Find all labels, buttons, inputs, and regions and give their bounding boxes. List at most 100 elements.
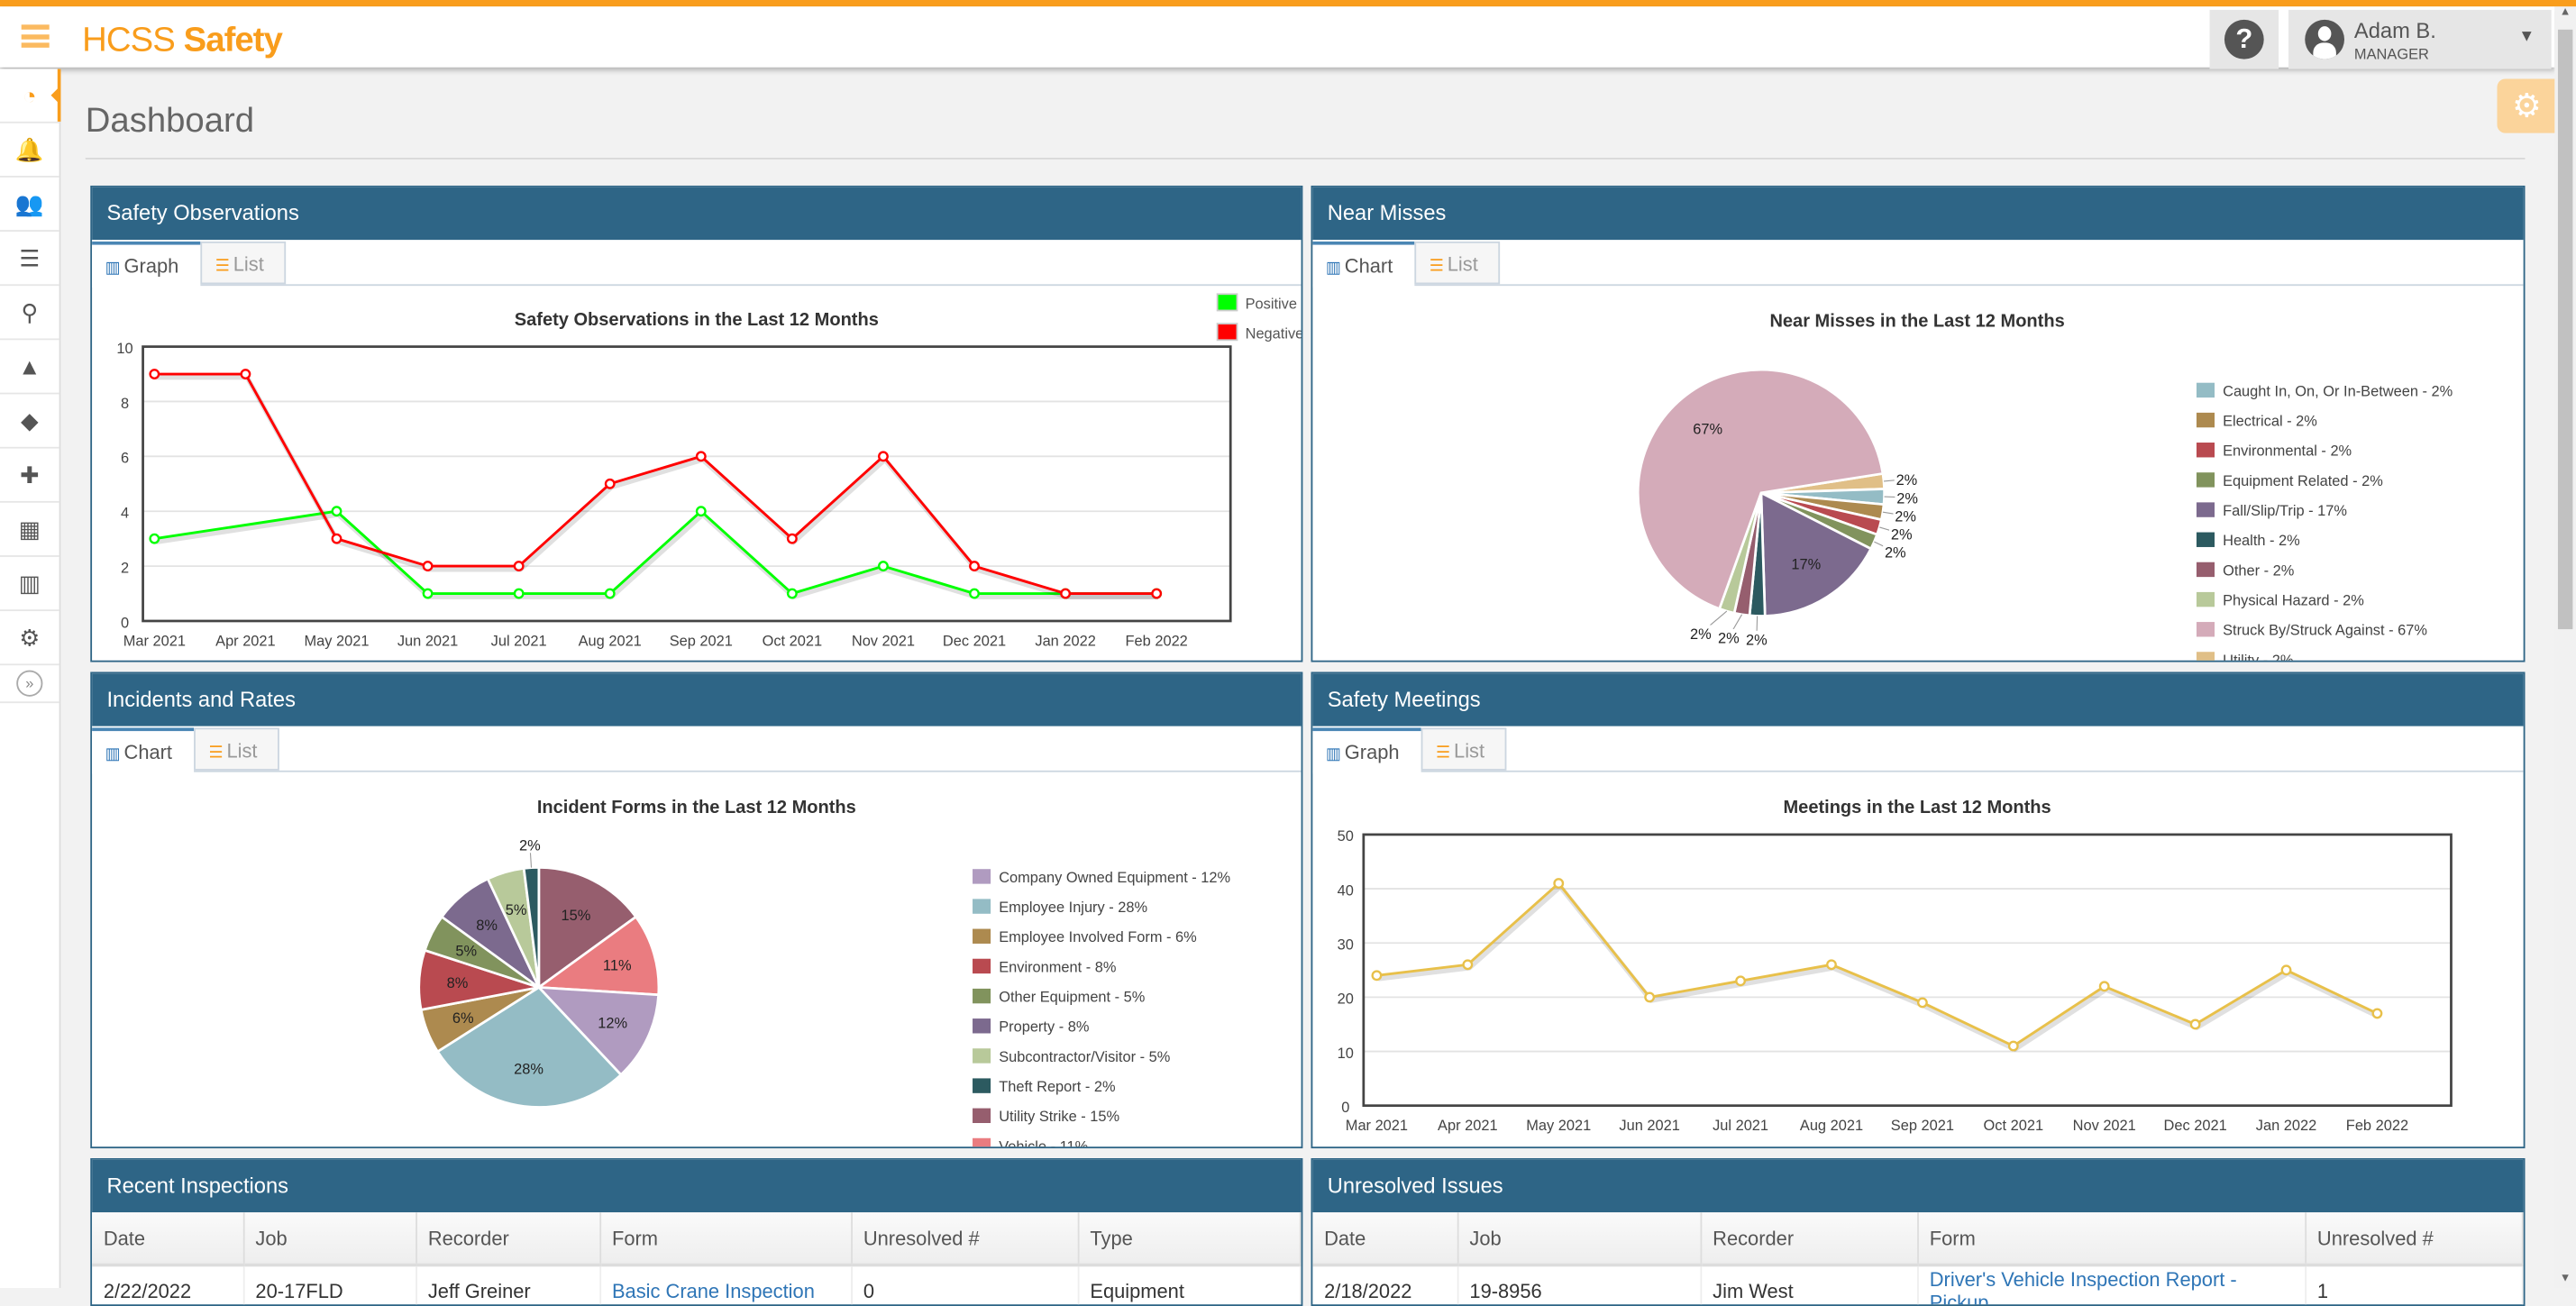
legend-swatch <box>2196 532 2215 547</box>
y-tick-label: 10 <box>1338 1046 1354 1062</box>
top-accent-bar <box>0 0 2576 7</box>
slice-label: 8% <box>447 975 469 991</box>
table-row[interactable]: 2/22/2022 20-17FLD Jeff Greiner Basic Crane… <box>92 1265 1302 1305</box>
column-header[interactable]: Type <box>1077 1212 1302 1267</box>
chart-title: Safety Observations in the Last 12 Month… <box>515 310 879 330</box>
sidebar-item-settings[interactable]: ⚙ <box>0 611 59 666</box>
near-misses-panel: Near Misses ▥ Chart ☰ List Near Misses in … <box>1311 185 2526 662</box>
slice-label: 2% <box>1690 626 1712 643</box>
series-shadow <box>1377 882 2380 1053</box>
slice-label: 2% <box>1885 545 1906 562</box>
x-tick-label: Aug 2021 <box>1800 1118 1863 1134</box>
sidebar-expand-button[interactable]: » <box>0 665 59 704</box>
page-scrollbar[interactable]: ▲ ▼ <box>2554 6 2576 1288</box>
incidents-panel: Incidents and Rates ▥ Chart ☰ List Inciden… <box>90 671 1303 1149</box>
slice-label-background <box>1883 543 1908 561</box>
x-tick-label: Jun 2021 <box>1619 1118 1679 1134</box>
column-header[interactable]: Unresolved # <box>851 1212 1079 1267</box>
dashboard-settings-button[interactable]: ⚙ <box>2497 78 2557 133</box>
column-header[interactable]: Form <box>1917 1212 2307 1267</box>
sidebar-item-observations[interactable]: ⚲ <box>0 286 59 341</box>
form-link[interactable]: Driver's Vehicle Inspection Report - Pic… <box>1929 1268 2237 1306</box>
bar-chart-icon: ▥ <box>18 569 41 596</box>
data-point <box>786 533 798 544</box>
pie-slice <box>537 866 638 991</box>
sidebar-item-notifications[interactable]: 🔔 <box>0 123 59 178</box>
tab-list[interactable]: ☰ List <box>200 241 287 285</box>
column-header[interactable]: Date <box>1312 1212 1458 1267</box>
panel-title: Safety Observations <box>92 187 1302 241</box>
user-menu[interactable]: Adam B. MANAGER ▼ <box>2288 9 2552 69</box>
legend-label: Other Equipment - 5% <box>999 989 1145 1005</box>
sidebar-item-hazards[interactable]: ▲ <box>0 340 59 395</box>
data-point <box>1060 588 1072 599</box>
tab-graph[interactable]: ▥ Graph <box>92 241 201 288</box>
tab-list[interactable]: ☰ List <box>194 727 279 771</box>
legend-label: Environmental - 2% <box>2223 443 2352 460</box>
legend-label: Subcontractor/Visitor - 5% <box>999 1049 1170 1065</box>
help-button[interactable]: ? <box>2209 9 2279 69</box>
scroll-down-icon[interactable]: ▼ <box>2559 1273 2571 1285</box>
sidebar-item-reports[interactable]: ▥ <box>0 557 59 612</box>
column-header[interactable]: Unresolved # <box>2305 1212 2524 1267</box>
form-link[interactable]: Basic Crane Inspection <box>611 1279 815 1303</box>
tab-graph[interactable]: ▥ Graph <box>1312 727 1421 774</box>
legend-label: Company Owned Equipment - 12% <box>999 870 1230 886</box>
legend-label: Theft Report - 2% <box>999 1079 1115 1095</box>
slice-label: 15% <box>562 908 591 924</box>
slice-label-background <box>1688 625 1713 642</box>
legend-label: Health - 2% <box>2223 533 2300 549</box>
sidebar: ◔ 🔔 👥 ☰ ⚲ ▲ ◆ ✚ ▦ ▥ ⚙ » <box>0 68 61 1288</box>
legend-swatch <box>2196 591 2215 607</box>
legend-label: Employee Involved Form - 6% <box>999 929 1197 945</box>
column-header[interactable]: Recorder <box>1700 1212 1919 1267</box>
hamburger-menu-icon[interactable] <box>21 24 50 48</box>
column-header[interactable]: Date <box>92 1212 244 1267</box>
sidebar-item-people[interactable]: 👥 <box>0 178 59 233</box>
gears-icon: ⚙ <box>2511 88 2542 125</box>
tab-chart[interactable]: ▥ Chart <box>92 727 195 774</box>
sidebar-item-meetings[interactable]: ▦ <box>0 503 59 557</box>
sidebar-item-forms[interactable]: ☰ <box>0 232 59 287</box>
slice-label: 12% <box>598 1015 627 1031</box>
series-shadow <box>155 511 1159 600</box>
tab-chart[interactable]: ▥ Chart <box>1312 241 1415 288</box>
column-header[interactable]: Job <box>242 1212 417 1267</box>
slice-label: 17% <box>1791 557 1821 573</box>
legend-label: Physical Hazard - 2% <box>2223 592 2364 608</box>
x-tick-label: Feb 2022 <box>2346 1118 2408 1134</box>
legend-label: Employee Injury - 28% <box>999 900 1147 916</box>
y-tick-label: 0 <box>121 615 129 631</box>
legend-swatch <box>973 899 991 914</box>
column-header[interactable]: Form <box>599 1212 853 1267</box>
legend-label: Property - 8% <box>999 1019 1089 1036</box>
y-tick-label: 8 <box>121 396 129 412</box>
table-row[interactable]: 2/18/2022 19-8956 Jim West Driver's Vehicle… <box>1312 1265 2524 1306</box>
legend-swatch <box>2196 412 2215 428</box>
data-point <box>604 478 616 489</box>
sidebar-item-dashboard[interactable]: ◔ <box>0 68 61 123</box>
list-icon: ☰ <box>208 744 224 763</box>
column-header[interactable]: Recorder <box>416 1212 601 1267</box>
tab-list[interactable]: ☰ List <box>1414 241 1501 285</box>
cell-text: Equipment <box>1090 1279 1184 1303</box>
panel-title: Safety Meetings <box>1312 673 2524 726</box>
tab-list[interactable]: ☰ List <box>1420 727 1507 771</box>
x-tick-label: Dec 2021 <box>943 633 1006 649</box>
y-tick-label: 2 <box>121 560 129 576</box>
table-cell: Jim West <box>1700 1265 1919 1305</box>
scroll-up-icon[interactable]: ▲ <box>2559 6 2571 19</box>
data-point <box>331 506 343 517</box>
scrollbar-thumb[interactable] <box>2557 29 2573 630</box>
cell-text: 19-8956 <box>1469 1279 1542 1303</box>
legend-label: Electrical - 2% <box>2223 413 2317 429</box>
sidebar-item-incidents[interactable]: ✚ <box>0 449 59 503</box>
legend-swatch <box>1216 323 1238 342</box>
bar-chart-icon: ▥ <box>1325 745 1342 764</box>
column-header[interactable]: Job <box>1457 1212 1702 1267</box>
sidebar-item-near-misses[interactable]: ◆ <box>0 394 59 449</box>
x-tick-label: Dec 2021 <box>2164 1118 2227 1134</box>
data-point <box>513 588 525 599</box>
pie-slice <box>1636 368 1885 611</box>
